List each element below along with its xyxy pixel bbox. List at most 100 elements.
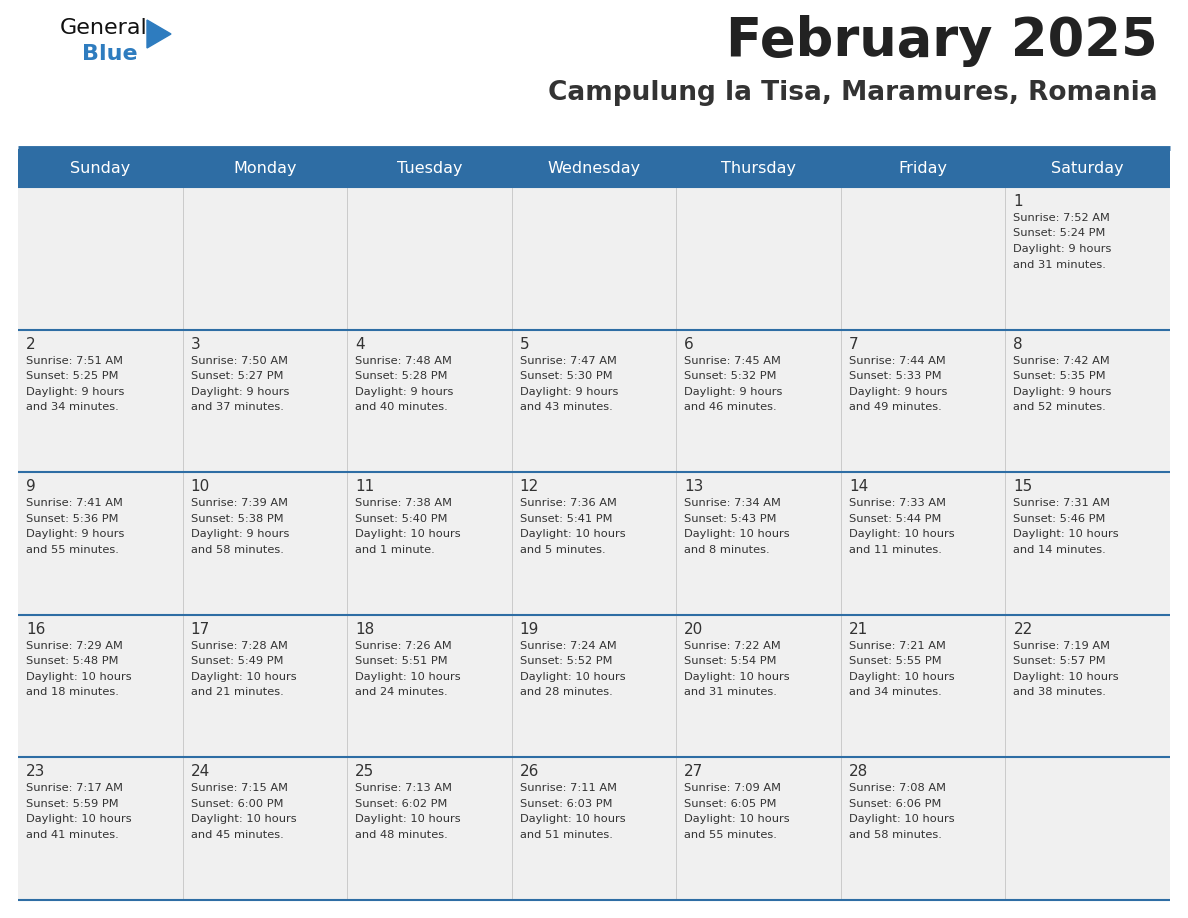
Text: Sunrise: 7:51 AM: Sunrise: 7:51 AM xyxy=(26,355,124,365)
Text: Sunset: 5:59 PM: Sunset: 5:59 PM xyxy=(26,799,119,809)
Text: Sunrise: 7:24 AM: Sunrise: 7:24 AM xyxy=(519,641,617,651)
Text: Sunrise: 7:42 AM: Sunrise: 7:42 AM xyxy=(1013,355,1110,365)
Text: 17: 17 xyxy=(190,621,210,637)
Text: and 14 minutes.: and 14 minutes. xyxy=(1013,544,1106,554)
Text: Sunrise: 7:28 AM: Sunrise: 7:28 AM xyxy=(190,641,287,651)
Text: Sunset: 5:24 PM: Sunset: 5:24 PM xyxy=(1013,229,1106,239)
Text: Sunset: 5:52 PM: Sunset: 5:52 PM xyxy=(519,656,612,666)
Text: Daylight: 10 hours: Daylight: 10 hours xyxy=(519,814,625,824)
Text: 20: 20 xyxy=(684,621,703,637)
Text: 8: 8 xyxy=(1013,337,1023,352)
Text: and 55 minutes.: and 55 minutes. xyxy=(684,830,777,840)
Text: Monday: Monday xyxy=(233,161,297,175)
Text: Sunset: 5:43 PM: Sunset: 5:43 PM xyxy=(684,514,777,523)
Text: Sunset: 6:05 PM: Sunset: 6:05 PM xyxy=(684,799,777,809)
Text: Sunrise: 7:15 AM: Sunrise: 7:15 AM xyxy=(190,783,287,793)
Text: Sunrise: 7:21 AM: Sunrise: 7:21 AM xyxy=(849,641,946,651)
Bar xyxy=(18,472,1170,615)
Text: Daylight: 10 hours: Daylight: 10 hours xyxy=(519,529,625,539)
Text: 2: 2 xyxy=(26,337,36,352)
Text: Daylight: 9 hours: Daylight: 9 hours xyxy=(355,386,454,397)
Text: Daylight: 10 hours: Daylight: 10 hours xyxy=(190,672,296,682)
Bar xyxy=(18,615,1170,757)
Text: 12: 12 xyxy=(519,479,539,494)
Text: Sunset: 6:02 PM: Sunset: 6:02 PM xyxy=(355,799,448,809)
Text: 25: 25 xyxy=(355,765,374,779)
Text: and 31 minutes.: and 31 minutes. xyxy=(1013,260,1106,270)
Text: and 45 minutes.: and 45 minutes. xyxy=(190,830,283,840)
Text: 21: 21 xyxy=(849,621,868,637)
Text: Sunset: 5:36 PM: Sunset: 5:36 PM xyxy=(26,514,119,523)
Text: and 37 minutes.: and 37 minutes. xyxy=(190,402,284,412)
Text: General: General xyxy=(61,18,147,38)
Text: Daylight: 9 hours: Daylight: 9 hours xyxy=(1013,244,1112,254)
Text: Sunset: 5:38 PM: Sunset: 5:38 PM xyxy=(190,514,283,523)
Text: Wednesday: Wednesday xyxy=(548,161,640,175)
Text: Daylight: 10 hours: Daylight: 10 hours xyxy=(26,814,132,824)
Text: 1: 1 xyxy=(1013,194,1023,209)
Text: 10: 10 xyxy=(190,479,210,494)
Text: Sunset: 5:32 PM: Sunset: 5:32 PM xyxy=(684,371,777,381)
Text: Sunrise: 7:45 AM: Sunrise: 7:45 AM xyxy=(684,355,782,365)
Text: Daylight: 10 hours: Daylight: 10 hours xyxy=(849,672,954,682)
Bar xyxy=(18,187,1170,330)
Text: 7: 7 xyxy=(849,337,859,352)
Text: Sunrise: 7:13 AM: Sunrise: 7:13 AM xyxy=(355,783,453,793)
Text: and 21 minutes.: and 21 minutes. xyxy=(190,688,283,698)
Text: Sunrise: 7:41 AM: Sunrise: 7:41 AM xyxy=(26,498,122,509)
Text: and 55 minutes.: and 55 minutes. xyxy=(26,544,119,554)
Text: 6: 6 xyxy=(684,337,694,352)
Text: Daylight: 10 hours: Daylight: 10 hours xyxy=(355,672,461,682)
Text: Sunrise: 7:44 AM: Sunrise: 7:44 AM xyxy=(849,355,946,365)
Text: Daylight: 10 hours: Daylight: 10 hours xyxy=(26,672,132,682)
Text: Sunset: 5:46 PM: Sunset: 5:46 PM xyxy=(1013,514,1106,523)
Text: Sunrise: 7:33 AM: Sunrise: 7:33 AM xyxy=(849,498,946,509)
Text: and 28 minutes.: and 28 minutes. xyxy=(519,688,613,698)
Text: Sunrise: 7:47 AM: Sunrise: 7:47 AM xyxy=(519,355,617,365)
Text: 16: 16 xyxy=(26,621,45,637)
Text: Sunrise: 7:08 AM: Sunrise: 7:08 AM xyxy=(849,783,946,793)
Text: 11: 11 xyxy=(355,479,374,494)
Text: Sunset: 6:03 PM: Sunset: 6:03 PM xyxy=(519,799,612,809)
Text: 24: 24 xyxy=(190,765,210,779)
Text: Sunset: 5:33 PM: Sunset: 5:33 PM xyxy=(849,371,941,381)
Text: Daylight: 10 hours: Daylight: 10 hours xyxy=(190,814,296,824)
Text: and 43 minutes.: and 43 minutes. xyxy=(519,402,613,412)
Text: Daylight: 10 hours: Daylight: 10 hours xyxy=(684,529,790,539)
Text: Sunrise: 7:26 AM: Sunrise: 7:26 AM xyxy=(355,641,451,651)
Text: Daylight: 9 hours: Daylight: 9 hours xyxy=(26,529,125,539)
Text: Sunrise: 7:52 AM: Sunrise: 7:52 AM xyxy=(1013,213,1111,223)
Text: and 31 minutes.: and 31 minutes. xyxy=(684,688,777,698)
Text: Daylight: 9 hours: Daylight: 9 hours xyxy=(26,386,125,397)
Text: Tuesday: Tuesday xyxy=(397,161,462,175)
Text: Sunday: Sunday xyxy=(70,161,131,175)
Text: Saturday: Saturday xyxy=(1051,161,1124,175)
Text: 3: 3 xyxy=(190,337,201,352)
Text: 15: 15 xyxy=(1013,479,1032,494)
Text: Sunset: 5:54 PM: Sunset: 5:54 PM xyxy=(684,656,777,666)
Text: Daylight: 9 hours: Daylight: 9 hours xyxy=(190,386,289,397)
Text: Sunset: 6:00 PM: Sunset: 6:00 PM xyxy=(190,799,283,809)
Text: Sunset: 5:49 PM: Sunset: 5:49 PM xyxy=(190,656,283,666)
Text: Sunset: 5:28 PM: Sunset: 5:28 PM xyxy=(355,371,448,381)
Text: and 40 minutes.: and 40 minutes. xyxy=(355,402,448,412)
Text: 26: 26 xyxy=(519,765,539,779)
Text: and 34 minutes.: and 34 minutes. xyxy=(849,688,942,698)
Text: 9: 9 xyxy=(26,479,36,494)
Text: Sunset: 5:44 PM: Sunset: 5:44 PM xyxy=(849,514,941,523)
Text: Sunrise: 7:31 AM: Sunrise: 7:31 AM xyxy=(1013,498,1111,509)
Text: Sunrise: 7:19 AM: Sunrise: 7:19 AM xyxy=(1013,641,1111,651)
Text: Daylight: 10 hours: Daylight: 10 hours xyxy=(519,672,625,682)
Text: Daylight: 9 hours: Daylight: 9 hours xyxy=(519,386,618,397)
Text: Daylight: 10 hours: Daylight: 10 hours xyxy=(849,814,954,824)
Text: Sunset: 6:06 PM: Sunset: 6:06 PM xyxy=(849,799,941,809)
Text: Sunset: 5:40 PM: Sunset: 5:40 PM xyxy=(355,514,448,523)
Text: Sunset: 5:27 PM: Sunset: 5:27 PM xyxy=(190,371,283,381)
Text: Daylight: 10 hours: Daylight: 10 hours xyxy=(1013,529,1119,539)
Text: Daylight: 10 hours: Daylight: 10 hours xyxy=(355,814,461,824)
Text: Friday: Friday xyxy=(898,161,948,175)
Bar xyxy=(18,330,1170,472)
Text: Sunset: 5:41 PM: Sunset: 5:41 PM xyxy=(519,514,612,523)
Text: Sunset: 5:30 PM: Sunset: 5:30 PM xyxy=(519,371,612,381)
Text: Sunrise: 7:39 AM: Sunrise: 7:39 AM xyxy=(190,498,287,509)
